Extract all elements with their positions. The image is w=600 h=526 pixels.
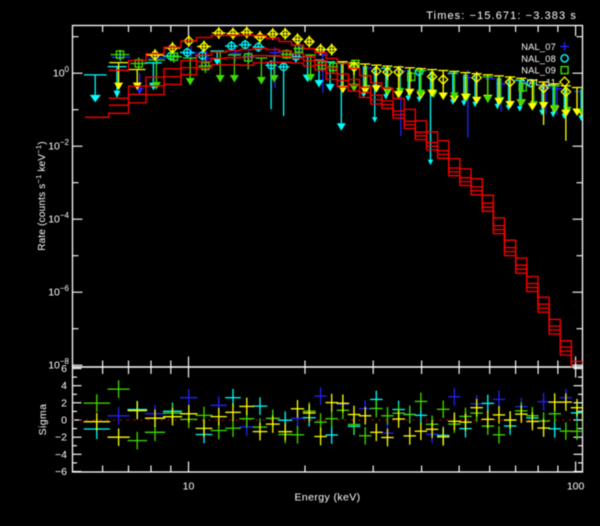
svg-text:NAL_09: NAL_09 — [521, 66, 556, 76]
svg-text:Rate (counts s−1 keV−1): Rate (counts s−1 keV−1) — [34, 141, 48, 251]
svg-text:Times: −15.671: −3.383 s: Times: −15.671: −3.383 s — [426, 10, 577, 22]
svg-text:10: 10 — [183, 481, 195, 493]
svg-text:Energy (keV): Energy (keV) — [294, 492, 360, 504]
svg-text:2: 2 — [61, 397, 67, 409]
svg-text:0: 0 — [61, 415, 67, 427]
svg-text:100: 100 — [567, 481, 585, 493]
svg-text:−6: −6 — [55, 466, 67, 478]
svg-text:NAL_07: NAL_07 — [521, 42, 556, 52]
svg-text:4: 4 — [61, 380, 67, 392]
svg-text:NAL_08: NAL_08 — [521, 54, 556, 64]
svg-text:−2: −2 — [55, 432, 67, 444]
svg-text:−4: −4 — [55, 449, 67, 461]
svg-text:Sigma: Sigma — [37, 404, 49, 436]
svg-text:6: 6 — [61, 363, 67, 375]
